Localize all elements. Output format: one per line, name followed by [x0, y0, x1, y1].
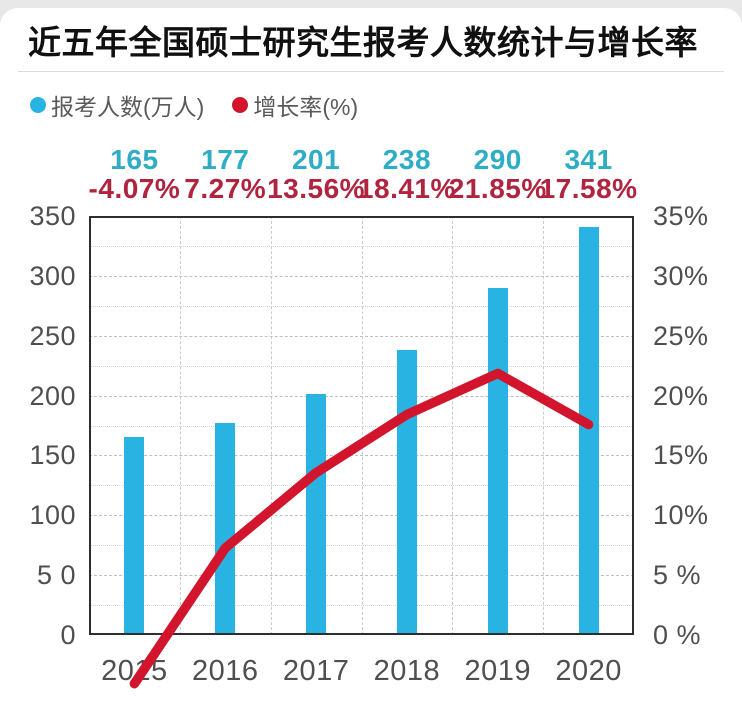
right-axis-tick: 5 % — [653, 560, 702, 591]
x-axis-label: 2017 — [282, 655, 350, 687]
applicants-series-dot-icon — [30, 97, 46, 113]
x-axis-label: 2020 — [555, 655, 622, 687]
right-axis-tick: 20% — [653, 380, 709, 411]
left-axis-tick: 250 — [29, 320, 76, 351]
left-axis-tick: 350 — [29, 201, 76, 231]
legend-applicants-label: 报考人数(万人) — [51, 94, 205, 120]
legend: 报考人数(万人) 增长率(%) — [30, 88, 358, 122]
applicants-value-label: 177 — [201, 144, 250, 175]
right-axis-tick: 10% — [653, 500, 709, 531]
applicants-value-label: 201 — [291, 144, 341, 175]
left-axis-tick: 5 0 — [36, 560, 76, 591]
applicants-value-label: 165 — [110, 144, 159, 175]
legend-item-applicants: 报考人数(万人) — [30, 88, 204, 122]
x-axis-label: 2018 — [373, 655, 441, 687]
growth-series-dot-icon — [232, 97, 249, 113]
left-axis-tick: 150 — [29, 440, 76, 471]
plot-border — [89, 216, 634, 635]
x-axis-label: 2019 — [464, 655, 531, 687]
growth-value-label: 7.27% — [184, 173, 267, 204]
chart-title: 近五年全国硕士研究生报考人数统计与增长率 — [28, 24, 698, 61]
legend-growth-label: 增长率(%) — [253, 94, 359, 120]
right-axis-tick: 25% — [653, 320, 709, 351]
growth-value-label: -4.07% — [88, 173, 181, 204]
growth-value-label: 17.58% — [539, 173, 638, 204]
right-axis-tick: 15% — [653, 440, 709, 471]
x-axis-label: 2016 — [191, 655, 259, 687]
growth-value-label: 18.41% — [357, 173, 456, 204]
right-axis-tick: 35% — [653, 201, 709, 231]
left-axis-tick: 200 — [29, 380, 76, 411]
applicants-value-label: 238 — [382, 144, 432, 175]
growth-value-label: 13.56% — [267, 173, 366, 204]
right-axis-tick: 0 % — [653, 620, 702, 650]
legend-item-growth: 增长率(%) — [232, 88, 358, 122]
left-axis-tick: 300 — [29, 260, 76, 291]
title-divider — [18, 71, 724, 72]
applicants-value-label: 341 — [564, 144, 613, 175]
applicants-value-label: 290 — [473, 144, 522, 175]
growth-value-label: 21.85% — [448, 173, 547, 204]
left-axis-tick: 100 — [29, 500, 76, 531]
right-axis-tick: 30% — [653, 260, 709, 291]
left-axis-tick: 0 — [60, 620, 76, 650]
x-axis-label: 2015 — [101, 655, 168, 687]
